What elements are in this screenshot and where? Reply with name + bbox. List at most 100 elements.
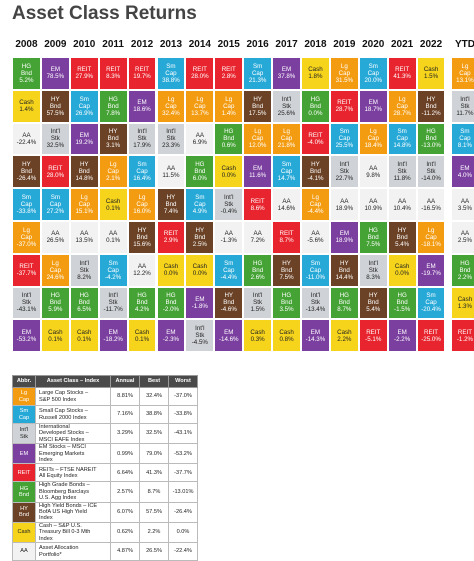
cell-asset-label: AA (311, 230, 319, 237)
cell-asset-label: AA (109, 230, 117, 237)
cell-asset-label: Sm (253, 63, 262, 70)
cell-return-value: 17.9% (133, 142, 151, 149)
cell-asset-label: Cap (339, 70, 350, 77)
cell-return-value: 13.1% (456, 77, 474, 84)
cell-return-value: 13.5% (75, 237, 93, 244)
cell-return-value: -16.5% (421, 205, 441, 212)
cell-asset-label: Cap (50, 267, 61, 274)
cell-asset-label: Bnd (137, 299, 148, 306)
return-cell: REIT-5.1% (359, 319, 388, 352)
cell-asset-label: Bnd (339, 299, 350, 306)
cell-asset-label: Stk (253, 299, 262, 306)
cell-return-value: -33.8% (17, 208, 37, 215)
cell-asset-label: Cap (136, 201, 147, 208)
cell-asset-label: Sm (22, 194, 31, 201)
return-cell: EM-18.2% (99, 319, 128, 352)
cell-return-value: 1.4% (19, 106, 33, 113)
cell-asset-label: Bnd (21, 70, 32, 77)
cell-asset-label: Lg (196, 96, 203, 103)
cell-return-value: 0.3% (251, 336, 265, 343)
cell-asset-label: Cap (396, 135, 407, 142)
year-header-2012: 2012 (128, 39, 157, 50)
legend-asset-name: EM Stocks – MSCI Emerging Markets Index (36, 444, 111, 464)
cell-asset-label: AA (369, 165, 377, 172)
cell-asset-label: REIT (19, 263, 33, 270)
cell-asset-label: AA (427, 198, 435, 205)
legend-best: 8.7% (140, 482, 169, 502)
cell-return-value: 4.2% (135, 306, 149, 313)
cell-asset-label: Cash (250, 329, 264, 336)
cell-asset-label: HY (427, 96, 436, 103)
cell-return-value: -18.2% (103, 336, 123, 343)
cell-return-value: -4.1% (307, 175, 323, 182)
cell-asset-label: Stk (369, 267, 378, 274)
cell-asset-label: HG (108, 96, 117, 103)
cell-asset-label: Lg (52, 260, 59, 267)
return-cell: EM-1.8% (185, 287, 214, 320)
cell-return-value: -2.3% (163, 336, 179, 343)
cell-asset-label: Lg (110, 161, 117, 168)
legend-abbr-swatch: AA (13, 543, 36, 561)
cell-asset-label: Cash (222, 165, 236, 172)
legend-annual: 6.07% (111, 502, 140, 522)
cell-asset-label: Int'l (195, 325, 204, 332)
cell-return-value: 6.5% (77, 306, 91, 313)
cell-asset-label: Stk (398, 168, 407, 175)
cell-asset-label: HG (340, 292, 349, 299)
cell-return-value: 11.8% (394, 175, 411, 182)
cell-asset-label: EM (137, 99, 146, 106)
cell-return-value: 27.9% (75, 73, 93, 80)
cell-asset-label: Lg (312, 194, 319, 201)
year-header-2016: 2016 (243, 39, 272, 50)
cell-asset-label: Cap (310, 267, 321, 274)
cell-asset-label: Cap (194, 103, 205, 110)
legend-worst: -37.0% (169, 388, 198, 406)
cell-return-value: 32.4% (162, 110, 180, 117)
cell-return-value: 0.1% (106, 205, 120, 212)
cell-asset-label: EM (397, 329, 406, 336)
legend-abbr-swatch: Int'l Stk (13, 424, 36, 444)
cell-return-value: 5.4% (395, 241, 409, 248)
return-cell: EM-14.3% (301, 319, 330, 352)
cell-asset-label: REIT (193, 66, 207, 73)
cell-return-value: 11.5% (162, 172, 179, 179)
cell-return-value: -4.5% (192, 339, 208, 346)
cell-asset-label: Bnd (165, 201, 176, 208)
cell-asset-label: Stk (22, 299, 31, 306)
legend-abbr-swatch: REIT (13, 464, 36, 482)
cell-asset-label: Cap (281, 168, 292, 175)
cell-asset-label: HY (398, 227, 407, 234)
return-cell: AA-1.3% (214, 221, 243, 254)
cell-asset-label: Bnd (310, 168, 321, 175)
cell-asset-label: HG (282, 292, 291, 299)
cell-asset-label: HG (80, 292, 89, 299)
cell-return-value: 9.8% (366, 172, 380, 179)
cell-return-value: -13.4% (306, 306, 326, 313)
year-header-2022: 2022 (417, 39, 446, 50)
cell-return-value: 0.0% (308, 110, 322, 117)
